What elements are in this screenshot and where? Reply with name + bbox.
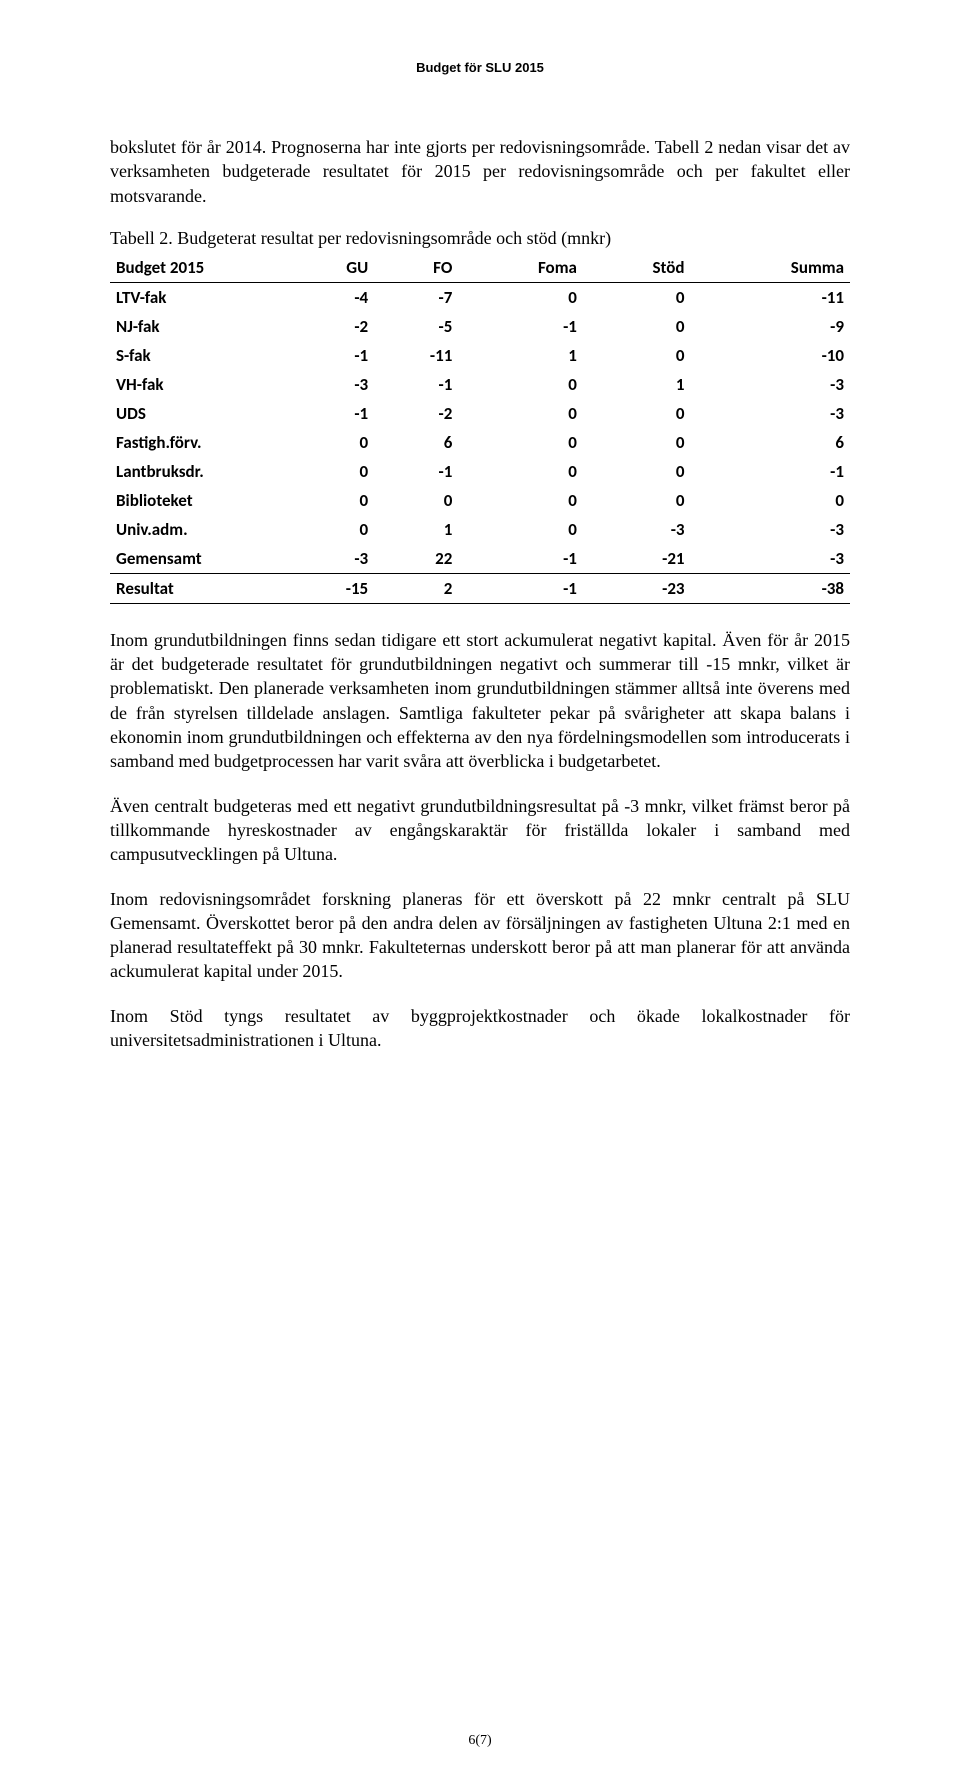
body-paragraph: Även centralt budgeteras med ett negativ… — [110, 794, 850, 867]
col-stod: Stöd — [583, 253, 691, 283]
result-value: -1 — [458, 573, 583, 603]
row-value: 0 — [458, 515, 583, 544]
row-value: 0 — [691, 486, 850, 515]
row-value: -11 — [374, 341, 458, 370]
body-paragraph: Inom Stöd tyngs resultatet av byggprojek… — [110, 1004, 850, 1053]
table-row: Univ.adm.010-3-3 — [110, 515, 850, 544]
row-value: 1 — [374, 515, 458, 544]
table-row: Biblioteket00000 — [110, 486, 850, 515]
row-value: -3 — [691, 515, 850, 544]
row-value: -2 — [290, 312, 374, 341]
row-value: 1 — [583, 370, 691, 399]
body-paragraph: Inom redovisningsområdet forskning plane… — [110, 887, 850, 984]
row-label: VH-fak — [110, 370, 290, 399]
col-fo: FO — [374, 253, 458, 283]
col-budget: Budget 2015 — [110, 253, 290, 283]
page-container: Budget för SLU 2015 bokslutet för år 201… — [0, 0, 960, 1789]
table-row: Lantbruksdr.0-100-1 — [110, 457, 850, 486]
row-value: -3 — [583, 515, 691, 544]
row-value: 0 — [583, 312, 691, 341]
row-value: -1 — [691, 457, 850, 486]
col-summa: Summa — [691, 253, 850, 283]
row-label: Gemensamt — [110, 544, 290, 574]
row-value: 6 — [374, 428, 458, 457]
row-value: -10 — [691, 341, 850, 370]
row-value: -3 — [691, 370, 850, 399]
body-text-container: Inom grundutbildningen finns sedan tidig… — [110, 628, 850, 1052]
intro-paragraph: bokslutet för år 2014. Prognoserna har i… — [110, 135, 850, 208]
page-header: Budget för SLU 2015 — [110, 60, 850, 75]
row-value: 0 — [583, 282, 691, 312]
row-label: NJ-fak — [110, 312, 290, 341]
row-value: -2 — [374, 399, 458, 428]
row-value: 0 — [458, 370, 583, 399]
table-row: LTV-fak-4-700-11 — [110, 282, 850, 312]
row-value: -1 — [458, 312, 583, 341]
row-value: 0 — [458, 486, 583, 515]
row-value: 0 — [458, 399, 583, 428]
row-value: -4 — [290, 282, 374, 312]
row-value: 0 — [458, 457, 583, 486]
row-value: 22 — [374, 544, 458, 574]
row-value: -1 — [290, 341, 374, 370]
row-value: -5 — [374, 312, 458, 341]
result-label: Resultat — [110, 573, 290, 603]
row-value: 1 — [458, 341, 583, 370]
row-value: 0 — [458, 282, 583, 312]
row-value: -7 — [374, 282, 458, 312]
col-foma: Foma — [458, 253, 583, 283]
page-footer: 6(7) — [0, 1733, 960, 1749]
row-value: -11 — [691, 282, 850, 312]
row-value: 0 — [583, 428, 691, 457]
row-value: -21 — [583, 544, 691, 574]
row-label: Lantbruksdr. — [110, 457, 290, 486]
row-value: -3 — [691, 544, 850, 574]
row-value: -1 — [374, 457, 458, 486]
row-value: -1 — [290, 399, 374, 428]
table-row: Gemensamt-322-1-21-3 — [110, 544, 850, 574]
row-value: 0 — [583, 486, 691, 515]
row-value: 0 — [583, 457, 691, 486]
row-value: 0 — [374, 486, 458, 515]
row-value: -3 — [290, 370, 374, 399]
table-row: Fastigh.förv.06006 — [110, 428, 850, 457]
row-value: -1 — [458, 544, 583, 574]
result-value: -38 — [691, 573, 850, 603]
budget-table: Budget 2015 GU FO Foma Stöd Summa LTV-fa… — [110, 253, 850, 604]
result-value: -15 — [290, 573, 374, 603]
row-value: 0 — [583, 341, 691, 370]
row-value: -1 — [374, 370, 458, 399]
row-value: 0 — [290, 486, 374, 515]
row-value: -9 — [691, 312, 850, 341]
row-value: -3 — [290, 544, 374, 574]
col-gu: GU — [290, 253, 374, 283]
row-value: 0 — [458, 428, 583, 457]
table-row: UDS-1-200-3 — [110, 399, 850, 428]
table-caption: Tabell 2. Budgeterat resultat per redovi… — [110, 228, 850, 249]
row-label: Univ.adm. — [110, 515, 290, 544]
row-value: 0 — [290, 457, 374, 486]
body-paragraph: Inom grundutbildningen finns sedan tidig… — [110, 628, 850, 774]
row-label: UDS — [110, 399, 290, 428]
row-label: Biblioteket — [110, 486, 290, 515]
row-value: 0 — [290, 515, 374, 544]
row-label: S-fak — [110, 341, 290, 370]
row-value: 0 — [290, 428, 374, 457]
table-row: VH-fak-3-101-3 — [110, 370, 850, 399]
result-value: 2 — [374, 573, 458, 603]
row-value: 6 — [691, 428, 850, 457]
table-header-row: Budget 2015 GU FO Foma Stöd Summa — [110, 253, 850, 283]
row-label: Fastigh.förv. — [110, 428, 290, 457]
row-value: -3 — [691, 399, 850, 428]
result-value: -23 — [583, 573, 691, 603]
table-row: NJ-fak-2-5-10-9 — [110, 312, 850, 341]
result-row: Resultat-152-1-23-38 — [110, 573, 850, 603]
row-label: LTV-fak — [110, 282, 290, 312]
table-row: S-fak-1-1110-10 — [110, 341, 850, 370]
row-value: 0 — [583, 399, 691, 428]
